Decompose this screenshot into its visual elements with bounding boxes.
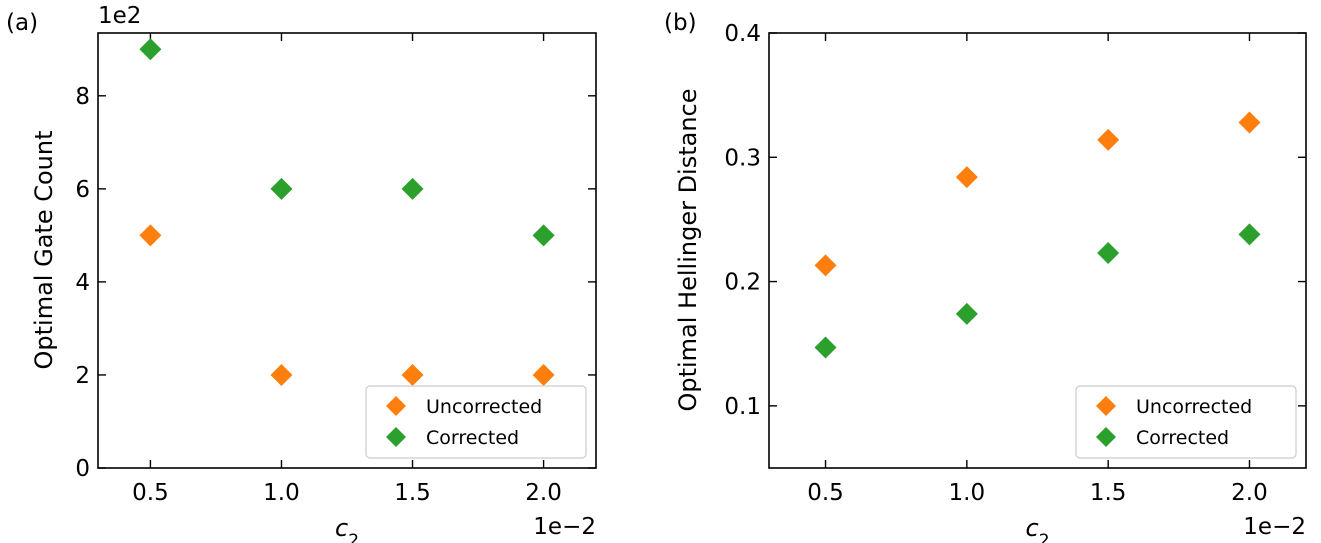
legend-label-corrected: Corrected — [1136, 427, 1229, 449]
legend-label-uncorrected: Uncorrected — [426, 396, 542, 418]
x-tick-label: 0.5 — [132, 480, 169, 506]
data-point-uncorrected — [401, 363, 424, 386]
y-exponent-label: 1e2 — [98, 3, 141, 29]
x-tick-label: 1.0 — [949, 480, 986, 506]
x-axis-label: c2 — [335, 514, 359, 543]
x-axis-label-main: c — [1025, 514, 1038, 542]
data-point-uncorrected — [1238, 111, 1261, 134]
data-point-uncorrected — [814, 254, 837, 277]
x-axis-label-main: c — [335, 514, 348, 542]
legend-marker-corrected — [1096, 427, 1116, 447]
y-tick-label: 4 — [75, 270, 90, 296]
y-axis-label: Optimal Gate Count — [30, 131, 58, 370]
x-axis-label-subscript: 2 — [348, 531, 359, 543]
data-point-uncorrected — [139, 224, 162, 247]
x-tick-label: 0.5 — [807, 480, 844, 506]
x-tick-label: 2.0 — [1231, 480, 1268, 506]
x-exponent-label: 1e−2 — [533, 514, 596, 540]
y-axis-label: Optimal Hellinger Distance — [674, 88, 702, 411]
x-tick-label: 1.5 — [394, 480, 431, 506]
legend-marker-corrected — [386, 427, 406, 447]
plot-frame — [97, 32, 597, 469]
panel-label: (b) — [664, 10, 697, 36]
legend-marker-uncorrected — [1096, 396, 1116, 416]
data-point-uncorrected — [955, 166, 978, 189]
y-tick-label: 8 — [75, 84, 90, 110]
legend-label-uncorrected: Uncorrected — [1136, 396, 1252, 418]
legend-box — [1075, 385, 1297, 459]
data-point-corrected — [1238, 223, 1261, 246]
data-point-corrected — [955, 302, 978, 325]
y-tick-label: 0.1 — [724, 394, 761, 420]
legend-marker-uncorrected — [386, 396, 406, 416]
data-point-corrected — [532, 224, 555, 247]
data-point-corrected — [270, 177, 293, 200]
y-tick-label: 2 — [75, 363, 90, 389]
y-tick-label: 6 — [75, 177, 90, 203]
data-point-uncorrected — [270, 363, 293, 386]
x-exponent-label: 1e−2 — [1243, 514, 1306, 540]
x-axis-label-subscript: 2 — [1039, 531, 1050, 543]
y-tick-label: 0.3 — [724, 145, 761, 171]
legend-label-corrected: Corrected — [426, 427, 519, 449]
plot-frame — [768, 32, 1307, 469]
x-axis-label: c2 — [1025, 514, 1049, 543]
x-tick-label: 1.0 — [263, 480, 300, 506]
y-tick-label: 0.2 — [724, 270, 761, 296]
panel-label: (a) — [6, 10, 38, 36]
y-tick-label: 0.4 — [724, 21, 761, 47]
data-point-corrected — [139, 38, 162, 61]
data-point-corrected — [814, 336, 837, 359]
data-point-corrected — [401, 177, 424, 200]
data-point-uncorrected — [1097, 128, 1120, 151]
legend-box — [365, 385, 587, 459]
legend: Uncorrected Corrected — [1075, 385, 1297, 459]
data-point-uncorrected — [532, 363, 555, 386]
data-point-corrected — [1097, 241, 1120, 264]
legend: Uncorrected Corrected — [365, 385, 587, 459]
x-tick-label: 2.0 — [525, 480, 562, 506]
y-tick-label: 0 — [75, 456, 90, 482]
chart-panel-1: (b) 0.5 1.0 1.5 2.0 0.1 0.2 0.3 0.4 1e−2 c2 Optimal… — [664, 10, 1307, 543]
x-tick-label: 1.5 — [1090, 480, 1127, 506]
